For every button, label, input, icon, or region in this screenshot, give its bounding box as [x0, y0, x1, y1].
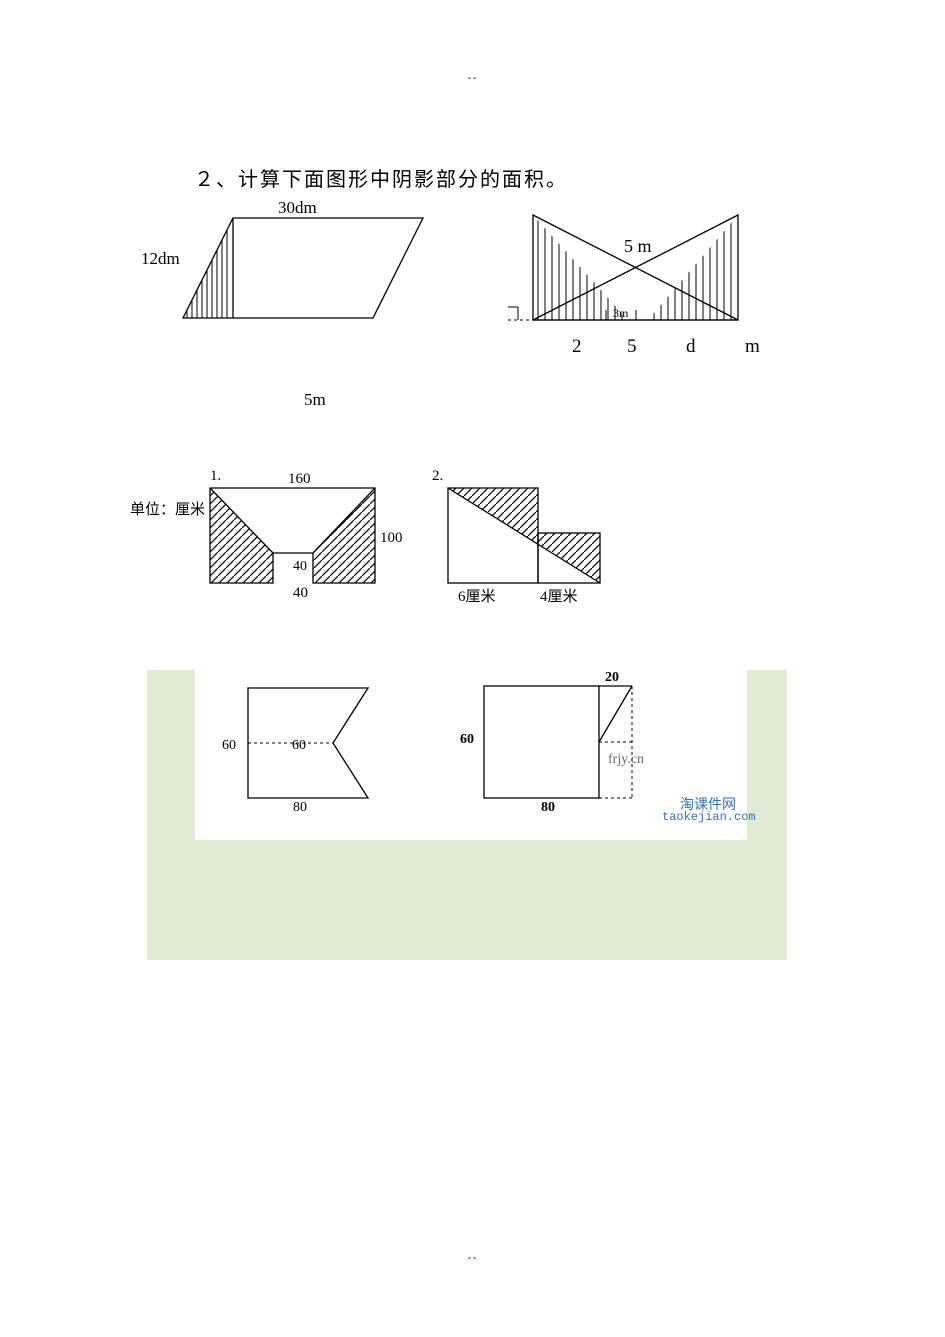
watermark-line2: taokejian.com	[662, 810, 756, 824]
fig5-left: 60	[222, 738, 236, 754]
fig2-bottom-5: 5	[627, 336, 637, 358]
fig2-top-label: 5 m	[624, 236, 652, 257]
fig1-left-label: 12dm	[141, 249, 180, 269]
fig1-parallelogram	[183, 218, 443, 338]
question-title: ２、计算下面图形中阴影部分的面积。	[194, 163, 568, 192]
header-dash: --	[0, 70, 945, 85]
fig6-shape	[484, 686, 664, 804]
fig1-top-label: 30dm	[278, 198, 317, 218]
fig5-shape	[248, 688, 388, 803]
fig2-bottom-m: m	[745, 336, 760, 358]
fig6-left: 60	[460, 732, 474, 748]
fig4-number: 2.	[432, 468, 443, 485]
fig3-right: 100	[380, 530, 403, 547]
fig3-units-label: 单位：厘米	[130, 498, 205, 519]
footer-dash: --	[0, 1250, 945, 1265]
fig4-shape	[448, 488, 613, 588]
fig2-bottom-d: d	[686, 336, 696, 358]
fig4-left-bottom: 6厘米	[458, 585, 496, 606]
fig3-top: 160	[288, 471, 311, 488]
loose-5m-label: 5m	[304, 390, 326, 410]
fig3-number: 1.	[210, 468, 221, 485]
fig2-bottom-2: 2	[572, 336, 582, 358]
fig2-triangles: 3m	[508, 215, 768, 345]
fig4-right-bottom: 4厘米	[540, 585, 578, 606]
fig2-inner-label: 3m	[613, 306, 629, 320]
fig6-top: 20	[605, 670, 619, 686]
fig3-shape	[210, 488, 380, 588]
page: -- ２、计算下面图形中阴影部分的面积。 30dm 12dm	[0, 0, 945, 1337]
